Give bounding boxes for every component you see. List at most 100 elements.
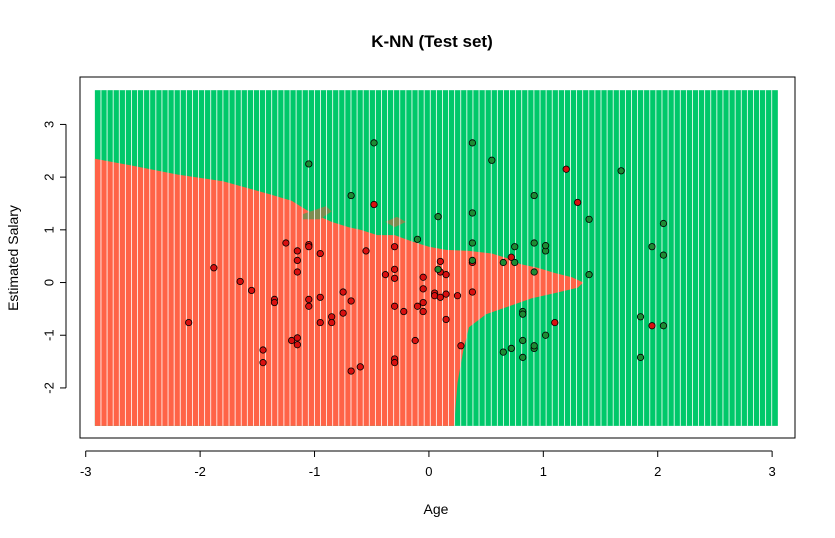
data-point-class-0: [453, 292, 462, 300]
data-point-class-0: [305, 243, 313, 251]
data-point-class-0: [316, 318, 324, 327]
x-tick-label: -3: [80, 464, 92, 479]
data-point-class-1: [511, 258, 519, 267]
data-point-class-0: [648, 322, 656, 330]
data-point-class-0: [419, 273, 427, 281]
data-point-class-0: [390, 302, 399, 310]
data-point-class-0: [185, 318, 193, 327]
plot-frame: [79, 76, 796, 439]
x-tick-label: 1: [540, 464, 547, 479]
data-point-class-1: [519, 353, 527, 361]
data-point-class-1: [585, 215, 593, 223]
data-point-class-0: [436, 257, 444, 266]
data-point-class-1: [519, 310, 527, 318]
data-point-class-0: [347, 367, 355, 375]
data-point-class-0: [562, 165, 570, 173]
data-point-class-1: [468, 239, 476, 247]
region-overlap: [385, 216, 406, 228]
data-point-class-1: [434, 213, 442, 221]
data-point-class-0: [339, 288, 347, 296]
data-point-class-0: [305, 302, 313, 310]
data-point-class-0: [293, 334, 301, 342]
data-point-class-1: [542, 331, 550, 339]
data-point-class-0: [442, 290, 450, 298]
data-point-class-0: [328, 318, 336, 327]
data-point-class-0: [390, 265, 399, 273]
data-point-class-0: [282, 239, 290, 247]
data-point-class-1: [413, 235, 422, 243]
data-point-class-1: [499, 258, 507, 267]
data-point-class-1: [542, 242, 550, 250]
data-point-class-0: [413, 302, 422, 310]
y-tick-label: -1: [41, 329, 56, 341]
data-point-class-1: [468, 209, 476, 217]
data-point-class-0: [551, 318, 559, 327]
x-axis: -3 -2 -1 0 1 2 3: [80, 450, 776, 479]
data-point-class-1: [530, 342, 538, 350]
data-point-class-0: [457, 342, 465, 350]
data-point-class-1: [488, 156, 496, 164]
chart-title: K-NN (Test set): [371, 32, 493, 51]
data-point-class-1: [370, 139, 378, 147]
data-point-class-0: [390, 359, 399, 367]
data-point-class-0: [574, 198, 582, 207]
data-point-class-0: [259, 359, 267, 367]
data-point-class-0: [316, 249, 324, 258]
data-point-class-0: [419, 298, 427, 307]
data-point-class-0: [390, 274, 399, 282]
data-point-class-0: [411, 336, 419, 345]
data-point-class-1: [585, 271, 593, 279]
data-point-class-0: [316, 293, 324, 301]
y-tick-label: 0: [41, 279, 56, 286]
data-point-class-0: [436, 293, 444, 301]
data-point-class-0: [419, 285, 427, 293]
data-point-class-0: [259, 346, 267, 354]
data-point-class-0: [356, 363, 364, 371]
x-tick-label: 2: [654, 464, 661, 479]
data-point-class-1: [617, 167, 625, 175]
data-point-class-1: [434, 265, 442, 273]
data-point-class-0: [293, 256, 301, 264]
data-point-class-1: [648, 243, 656, 251]
data-point-class-1: [519, 336, 527, 345]
y-axis: -2 -1 0 1 2 3: [41, 121, 67, 394]
data-point-class-0: [507, 253, 515, 261]
y-tick-label: 2: [41, 174, 56, 181]
data-point-class-1: [636, 353, 645, 361]
region-overlap: [303, 206, 332, 220]
data-point-class-1: [659, 322, 668, 330]
x-tick-label: -1: [309, 464, 321, 479]
data-point-class-0: [293, 341, 301, 349]
y-axis-title: Estimated Salary: [5, 205, 21, 311]
data-point-class-0: [288, 336, 296, 345]
data-point-class-1: [659, 251, 668, 259]
data-point-class-1: [530, 268, 538, 276]
x-axis-title: Age: [424, 501, 449, 517]
y-tick-label: 1: [41, 226, 56, 233]
data-point-class-0: [442, 271, 450, 279]
data-point-class-1: [347, 191, 355, 200]
data-point-class-1: [530, 191, 538, 200]
data-point-class-1: [511, 243, 519, 251]
data-point-class-1: [530, 239, 538, 247]
data-point-class-0: [468, 288, 476, 296]
data-point-class-1: [468, 139, 476, 147]
data-point-class-0: [293, 268, 301, 276]
data-point-class-1: [468, 256, 476, 264]
data-point-class-0: [400, 307, 408, 316]
data-point-class-1: [305, 160, 313, 168]
data-point-class-0: [390, 243, 399, 251]
data-point-class-1: [507, 344, 515, 353]
data-point-class-0: [419, 307, 427, 316]
data-point-class-0: [362, 247, 370, 255]
data-point-class-0: [305, 295, 313, 303]
y-tick-label: -2: [41, 382, 56, 394]
data-point-class-1: [636, 313, 645, 321]
plot-area: [94, 90, 778, 426]
data-point-class-0: [236, 277, 244, 286]
data-point-class-0: [270, 298, 279, 307]
data-point-class-0: [381, 271, 390, 279]
x-tick-label: -2: [194, 464, 206, 479]
x-tick-label: 0: [425, 464, 432, 479]
y-tick-label: 3: [41, 121, 56, 128]
